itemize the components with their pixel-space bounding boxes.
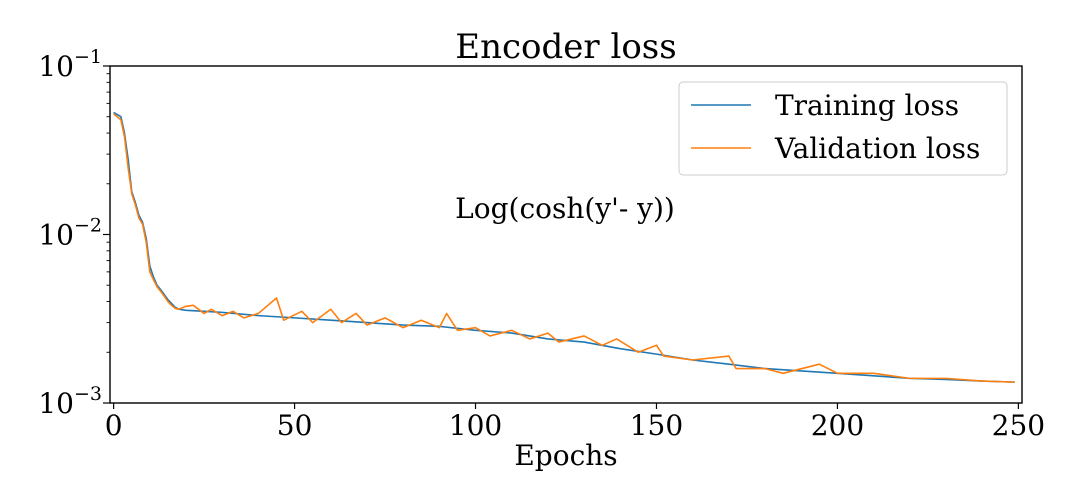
legend: Training loss Validation loss bbox=[678, 81, 1008, 176]
x-axis-label: Epochs bbox=[514, 439, 617, 472]
chart-title: Encoder loss bbox=[455, 27, 676, 67]
y-tick-label: 10−2 bbox=[38, 215, 102, 252]
legend-label: Training loss bbox=[775, 89, 959, 122]
y-tick-label: 10−1 bbox=[38, 46, 102, 83]
x-tick-label: 0 bbox=[105, 409, 123, 442]
series-lines bbox=[113, 111, 1015, 383]
x-tick-label: 200 bbox=[811, 409, 864, 442]
x-tick-label: 250 bbox=[992, 409, 1045, 442]
x-tick-label: 50 bbox=[277, 409, 313, 442]
x-tick-label: 150 bbox=[630, 409, 683, 442]
x-tick-label: 100 bbox=[449, 409, 502, 442]
loss-function-annotation: Log(cosh(y'- y)) bbox=[455, 192, 675, 225]
series-line-validation bbox=[113, 113, 1015, 383]
x-axis-ticks: 0 50 100 150 200 250 bbox=[105, 403, 1045, 442]
legend-label: Validation loss bbox=[774, 132, 980, 165]
legend-box bbox=[678, 81, 1008, 176]
y-tick-label: 10−3 bbox=[38, 383, 102, 420]
y-axis-ticks: 10−3 10−2 10−1 bbox=[38, 46, 110, 420]
